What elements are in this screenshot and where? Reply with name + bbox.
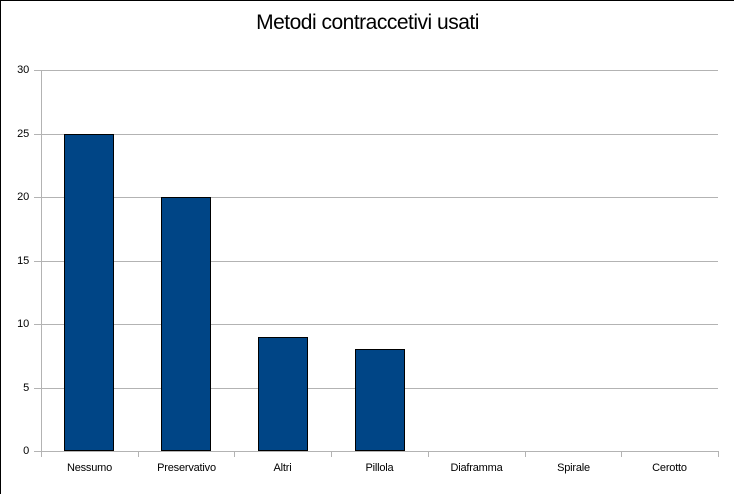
x-axis-label-preservativo: Preservativo — [157, 462, 216, 474]
y-axis-label-30: 30 — [17, 64, 29, 76]
y-tick-25 — [34, 134, 41, 135]
x-tick-6 — [621, 451, 622, 457]
gridline-y-25 — [41, 134, 718, 135]
y-axis-label-15: 15 — [17, 255, 29, 267]
x-tick-0 — [41, 451, 42, 457]
x-axis-label-cerotto: Cerotto — [652, 462, 687, 474]
bar-preservativo — [161, 197, 211, 451]
y-tick-20 — [34, 197, 41, 198]
x-axis-label-nessumo: Nessumo — [66, 462, 113, 474]
x-tick-3 — [331, 451, 332, 457]
x-tick-5 — [525, 451, 526, 457]
x-axis-label-pillola: Pillola — [365, 462, 394, 474]
x-tick-2 — [234, 451, 235, 457]
gridline-y-20 — [41, 197, 718, 198]
y-axis-label-0: 0 — [23, 445, 29, 457]
x-tick-4 — [428, 451, 429, 457]
y-axis-label-10: 10 — [17, 318, 29, 330]
y-tick-10 — [34, 324, 41, 325]
y-axis-label-5: 5 — [23, 382, 29, 394]
x-axis-line — [41, 451, 719, 452]
bar-altri — [258, 337, 308, 451]
x-axis-label-diaframma: Diaframma — [450, 462, 503, 474]
gridline-y-15 — [41, 261, 718, 262]
x-tick-1 — [138, 451, 139, 457]
x-tick-7 — [718, 451, 719, 457]
y-tick-30 — [34, 70, 41, 71]
y-tick-15 — [34, 261, 41, 262]
y-axis-line — [41, 70, 42, 452]
gridline-y-30 — [41, 70, 718, 71]
x-axis-label-spirale: Spirale — [557, 462, 590, 474]
x-axis-label-altri: Altri — [273, 462, 292, 474]
bar-pillola — [355, 349, 405, 451]
y-axis-label-20: 20 — [17, 191, 29, 203]
chart-title: Metodi contraccetivi usati — [256, 11, 479, 34]
y-tick-5 — [34, 388, 41, 389]
y-tick-0 — [34, 451, 41, 452]
bar-nessumo — [64, 134, 114, 451]
y-axis-label-25: 25 — [17, 128, 29, 140]
gridline-y-10 — [41, 324, 718, 325]
